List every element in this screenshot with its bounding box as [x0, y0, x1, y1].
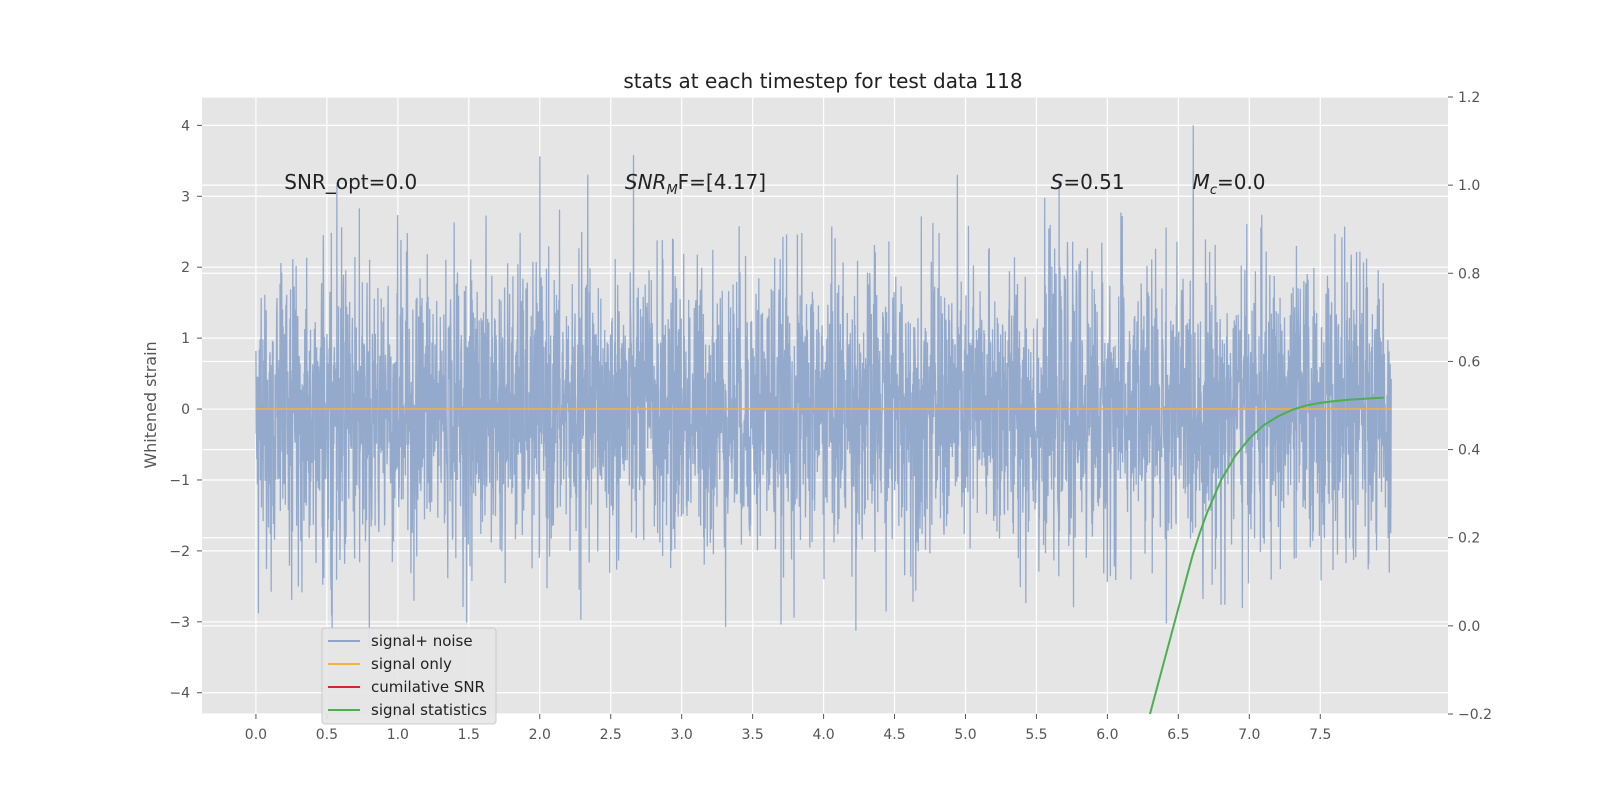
x-tick-label: 4.5	[883, 727, 905, 743]
x-tick-label: 3.5	[741, 727, 763, 743]
y2-tick-label: 0.8	[1458, 266, 1480, 282]
y-axis-label: Whitened strain	[141, 341, 160, 468]
y2-tick-label: 0.4	[1458, 443, 1480, 459]
x-tick-label: 3.0	[671, 727, 693, 743]
annotation-mc-stat: Mc=0.0	[1193, 170, 1266, 198]
y-tick-label: 1	[181, 331, 190, 347]
series-signal-statistics	[1149, 396, 1385, 714]
x-tick-label: 1.5	[458, 727, 480, 743]
legend-box	[321, 627, 497, 725]
annotation-snr-opt: SNR_opt=0.0	[284, 170, 417, 194]
y-tick-label: −2	[169, 544, 190, 560]
x-axis: 0.0 0.5 1.0 1.5 2.0 2.5 3.0 3.5 4.0 4.5 5.0 5.5 6.0 6…	[245, 714, 1331, 743]
y2-tick-label: 0.6	[1458, 354, 1480, 370]
chart-title: stats at each timestep for test data 118	[623, 69, 1022, 93]
x-tick-label: 4.0	[812, 727, 834, 743]
y-tick-label: −3	[169, 615, 190, 631]
legend-label: signal statistics	[371, 701, 487, 719]
x-tick-label: 2.0	[529, 727, 551, 743]
series-layer	[255, 125, 1392, 714]
x-tick-label: 5.0	[954, 727, 976, 743]
y-tick-label: −1	[169, 473, 190, 489]
y2-tick-label: 0.2	[1458, 531, 1480, 547]
y-tick-label: 4	[181, 118, 190, 134]
y2-tick-label: 0.0	[1458, 619, 1480, 635]
x-tick-label: 2.5	[600, 727, 622, 743]
y-tick-label: 3	[181, 189, 190, 205]
x-tick-label: 0.5	[316, 727, 338, 743]
x-tick-label: 7.5	[1309, 727, 1331, 743]
annotations: SNR_opt=0.0 SNRMF=[4.17] S=0.51 Mc=0.0	[284, 170, 1265, 198]
y-axis-left: −4 −3 −2 −1 0 1 2 3 4	[169, 118, 202, 702]
x-tick-label: 6.5	[1167, 727, 1189, 743]
legend-label: signal+ noise	[371, 632, 473, 650]
x-tick-label: 5.5	[1025, 727, 1047, 743]
x-tick-label: 7.0	[1238, 727, 1260, 743]
annotation-s-stat: S=0.51	[1051, 170, 1125, 194]
x-tick-label: 6.0	[1096, 727, 1118, 743]
legend-label: cumilative SNR	[371, 678, 485, 696]
y-tick-label: 0	[181, 402, 190, 418]
y-tick-label: 2	[181, 260, 190, 276]
legend-label: signal only	[371, 655, 452, 673]
y-axis-right: −0.2 0.0 0.2 0.4 0.6 0.8 1.0 1.2	[1448, 90, 1492, 723]
y2-tick-label: 1.0	[1458, 178, 1480, 194]
annotation-snr-mf: SNRMF=[4.17]	[625, 170, 766, 198]
legend: signal+ noise signal only cumilative SNR si…	[321, 627, 497, 725]
series-signal-noise	[255, 125, 1392, 649]
y2-tick-label: −0.2	[1458, 707, 1492, 723]
y-tick-label: −4	[169, 686, 190, 702]
x-tick-label: 0.0	[245, 727, 267, 743]
y2-tick-label: 1.2	[1458, 90, 1480, 106]
x-tick-label: 1.0	[387, 727, 409, 743]
